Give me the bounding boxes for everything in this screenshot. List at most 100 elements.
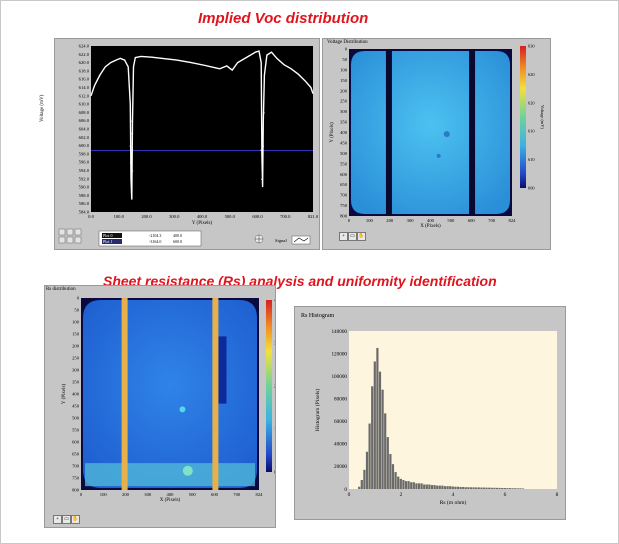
rsmap-xtick-label: 0: [80, 492, 83, 497]
hist-bar: [365, 451, 369, 489]
rsmap-wafer: [83, 300, 257, 488]
vocmap-colorbar: [520, 46, 526, 188]
hist-bar: [428, 484, 431, 489]
hist-bar: [449, 486, 452, 489]
rsmap-ytick-label: 700: [72, 464, 80, 469]
hist-bar: [464, 487, 467, 489]
voc-tool-icon: [74, 236, 82, 244]
voc-legend-name: Plot 0: [103, 233, 112, 238]
hist-bar: [475, 487, 478, 489]
hist-bar: [378, 371, 382, 489]
voc-tool-icon: [58, 228, 66, 236]
hist-bar: [454, 486, 457, 489]
hist-bar: [462, 486, 465, 489]
hist-ytick-label: 100000: [331, 374, 347, 380]
rs-map-pan-tool[interactable]: ✋: [71, 515, 80, 524]
voc-legend-swatch: [102, 233, 122, 238]
hist-ytick-label: 80000: [334, 397, 347, 403]
hist-bar: [472, 487, 475, 489]
rsmap-xtick-label: 500: [189, 492, 197, 497]
vocmap-ytick-label: 50: [342, 57, 347, 62]
vocmap-xtick-label: 824: [509, 218, 517, 223]
hist-bar: [501, 487, 504, 489]
hist-ytick-label: 40000: [334, 442, 347, 448]
rsmap-ytick-label: 600: [72, 440, 80, 445]
vocmap-busbar: [385, 49, 392, 216]
rsmap-ytick-label: 250: [72, 356, 80, 361]
voc-ytick-label: 620.0: [79, 60, 90, 65]
rsmap-cbar-tick: 4: [274, 298, 275, 303]
hist-bar: [467, 487, 470, 489]
vocmap-xtick-label: 600: [468, 218, 476, 223]
voc-tool-icon: [66, 228, 74, 236]
voc-ytick-label: 602.0: [79, 135, 90, 140]
voc-signal-label: Signal: [275, 238, 287, 243]
hist-bar: [360, 479, 363, 489]
hist-bar: [407, 481, 410, 489]
hist-bar: [451, 486, 454, 489]
voc-xtick-label: 700.0: [280, 214, 291, 219]
rsmap-ytick-label: 50: [74, 308, 79, 313]
hist-bar: [358, 486, 361, 489]
vocmap-xlabel: X (Pixels): [420, 224, 441, 229]
vocmap-ytick-label: 350: [340, 120, 348, 125]
voc-map-zoom-tool[interactable]: ▭: [348, 232, 357, 241]
voc-map-cursor-tool[interactable]: +: [339, 232, 348, 241]
voc-xtick-label: 300.0: [169, 214, 180, 219]
hist-bar: [459, 486, 462, 489]
voc-map-pan-tool[interactable]: ✋: [357, 232, 366, 241]
voc-ytick-label: 612.0: [79, 93, 90, 98]
voc-profile-dot: [262, 145, 264, 147]
vocmap-ytick-label: 800: [340, 214, 348, 219]
hist-bar: [389, 454, 392, 489]
vocmap-ytick-label: 250: [340, 99, 348, 104]
hist-ytick-label: 0: [344, 487, 347, 493]
voc-profile-dot: [261, 129, 263, 130]
hist-bar: [363, 469, 366, 489]
hist-bar: [381, 389, 384, 489]
rs-map-zoom-tool[interactable]: ▭: [62, 515, 71, 524]
voc-tool-icon: [74, 228, 82, 236]
hist-bar: [386, 437, 389, 489]
vocmap-ytick-label: 650: [340, 182, 348, 187]
hist-bar: [397, 476, 400, 489]
rs-map-cursor-tool[interactable]: +: [53, 515, 62, 524]
voc-legend-box: [98, 230, 202, 247]
hist-bar: [485, 487, 488, 489]
voc-ytick-label: 618.0: [79, 68, 90, 73]
vocmap-spot: [436, 153, 441, 158]
vocmap-ytick-label: 0: [345, 47, 348, 52]
hist-bar: [368, 423, 371, 489]
hist-bar: [438, 485, 441, 489]
rsmap-ylabel: Y (Pixels): [62, 384, 67, 405]
voc-map-panel: Voltage Distribution 0 50 100 150 200 250 300 3…: [322, 38, 551, 250]
hist-bar: [417, 483, 421, 489]
rsmap-xlabel: X (Pixels): [160, 498, 181, 503]
voc-profile-dot: [260, 149, 262, 151]
voc-ytick-label: 584.0: [79, 210, 90, 215]
hist-bar: [410, 482, 413, 489]
rsmap-xtick-label: 100: [100, 492, 108, 497]
voc-line-panel: 624.0 622.0 620.0 618.0 616.0 614.0 612.0 610.0…: [54, 38, 320, 250]
voc-profile-dot: [129, 145, 131, 147]
hist-bar: [498, 487, 501, 489]
hist-bar: [508, 488, 512, 489]
voc-profile-dot: [129, 162, 131, 164]
rsmap-ytick-label: 500: [72, 416, 80, 421]
rsmap-ytick-label: 550: [72, 428, 80, 433]
hist-xtick-label: 0: [348, 492, 351, 498]
rs-histogram-chart: 140000 120000 100000 80000 60000 40000 20000 00…: [314, 329, 559, 506]
hist-bar: [391, 464, 395, 489]
vocmap-cbar-tick: 620: [528, 72, 535, 77]
hist-bar: [469, 487, 473, 489]
vocmap-ytick-label: 100: [340, 67, 348, 72]
vocmap-xtick-label: 200: [386, 218, 394, 223]
voc-xtick-label: 200.0: [141, 214, 152, 219]
vocmap-wafer: [351, 51, 510, 214]
rsmap-colorbar: [266, 300, 272, 472]
vocmap-ytick-label: 700: [340, 193, 348, 198]
hist-bar: [420, 483, 423, 489]
voc-legend-swatch: [102, 239, 122, 244]
voc-line-plot: 624.0 622.0 620.0 618.0 616.0 614.0 612.0 610.0…: [58, 44, 319, 247]
rsmap-bottom-band: [85, 463, 255, 487]
